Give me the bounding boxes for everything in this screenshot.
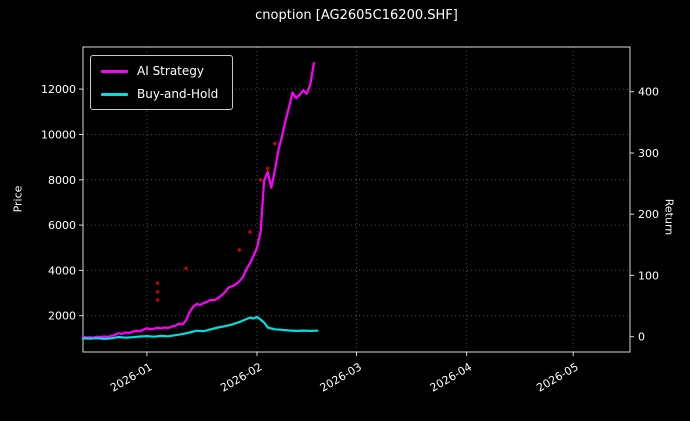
- y-tick-label-left: 4000: [48, 264, 76, 277]
- y-tick-label-right: 100: [638, 269, 659, 282]
- trade-marker: [248, 230, 252, 234]
- trade-marker: [258, 178, 263, 182]
- y-tick-label-left: 6000: [48, 219, 76, 232]
- y-tick-label-right: 200: [638, 208, 659, 221]
- trade-marker: [266, 166, 270, 171]
- trade-marker: [237, 248, 241, 252]
- legend-item-ai-strategy: AI Strategy: [101, 64, 218, 78]
- y-tick-label-right: 0: [638, 331, 645, 344]
- y-tick-label-right: 300: [638, 147, 659, 160]
- ai-strategy-line: [81, 61, 315, 339]
- legend: AI Strategy Buy-and-Hold: [90, 55, 234, 110]
- x-tick-label: 2026-04: [428, 360, 474, 394]
- y-tick-label-left: 12000: [41, 83, 76, 96]
- legend-label-buy-and-hold: Buy-and-Hold: [137, 87, 219, 101]
- y-tick-label-right: 400: [638, 86, 659, 99]
- trade-marker: [184, 266, 188, 270]
- y-tick-label-left: 10000: [41, 129, 76, 142]
- trade-marker: [155, 281, 160, 285]
- y-tick-label-left: 8000: [48, 174, 76, 187]
- y-tick-label-left: 2000: [48, 310, 76, 323]
- x-tick-label: 2026-05: [534, 360, 580, 394]
- chart-title: cnoption [AG2605C16200.SHF]: [255, 8, 458, 23]
- x-tick-label: 2026-02: [218, 360, 264, 394]
- trade-marker: [155, 298, 160, 302]
- ai-strategy-line-swatch: [101, 69, 128, 73]
- x-tick-label: 2026-03: [318, 360, 364, 394]
- legend-label-ai-strategy: AI Strategy: [137, 64, 204, 78]
- legend-item-buy-and-hold: Buy-and-Hold: [101, 87, 218, 101]
- trade-marker: [273, 141, 277, 146]
- trade-marker: [155, 290, 160, 294]
- x-tick-label: 2026-01: [108, 360, 154, 394]
- buy-and-hold-line-swatch: [101, 92, 128, 96]
- buy-and-hold-line: [81, 315, 319, 340]
